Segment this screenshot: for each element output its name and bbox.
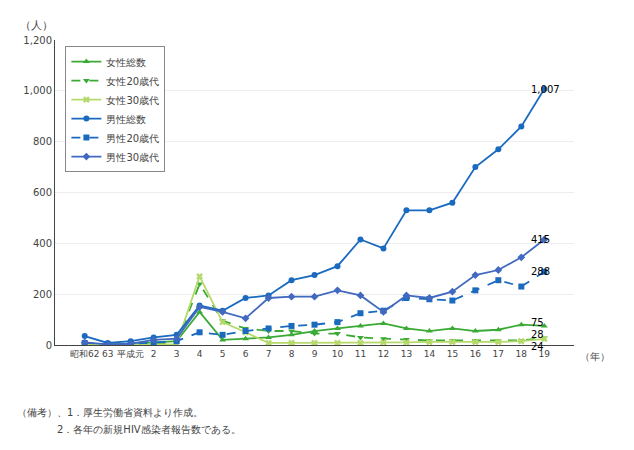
svg-text:1,000: 1,000 <box>23 85 52 96</box>
svg-text:800: 800 <box>33 136 52 147</box>
svg-text:6: 6 <box>243 349 249 359</box>
svg-text:女性20歳代: 女性20歳代 <box>106 76 159 87</box>
svg-text:昭和62: 昭和62 <box>70 349 99 359</box>
svg-text:63: 63 <box>102 349 113 359</box>
svg-text:（年）: （年） <box>580 351 610 362</box>
svg-text:17: 17 <box>493 349 504 359</box>
svg-text:2: 2 <box>151 349 157 359</box>
svg-text:男性20歳代: 男性20歳代 <box>106 133 159 144</box>
svg-text:1,007: 1,007 <box>531 84 560 95</box>
svg-text:415: 415 <box>531 234 550 245</box>
svg-text:24: 24 <box>531 341 544 352</box>
svg-text:7: 7 <box>266 349 272 359</box>
svg-text:18: 18 <box>516 349 528 359</box>
svg-text:11: 11 <box>355 349 366 359</box>
svg-text:13: 13 <box>401 349 412 359</box>
svg-text:3: 3 <box>174 349 180 359</box>
svg-text:600: 600 <box>33 187 52 198</box>
svg-text:14: 14 <box>424 349 436 359</box>
svg-text:（人）: （人） <box>20 19 53 32</box>
svg-text:19: 19 <box>539 349 551 359</box>
svg-text:10: 10 <box>332 349 344 359</box>
svg-text:8: 8 <box>289 349 295 359</box>
svg-text:0: 0 <box>46 340 52 351</box>
svg-text:1,200: 1,200 <box>23 35 52 46</box>
svg-text:平成元: 平成元 <box>117 349 144 359</box>
svg-text:12: 12 <box>378 349 389 359</box>
svg-text:男性総数: 男性総数 <box>106 114 146 125</box>
svg-text:16: 16 <box>470 349 482 359</box>
svg-text:400: 400 <box>33 238 52 249</box>
svg-text:4: 4 <box>197 349 203 359</box>
svg-text:女性30歳代: 女性30歳代 <box>106 95 159 106</box>
svg-text:288: 288 <box>531 266 550 277</box>
svg-text:女性総数: 女性総数 <box>106 57 146 68</box>
svg-text:15: 15 <box>447 349 458 359</box>
svg-text:28: 28 <box>531 329 544 340</box>
svg-text:2．各年の新規HIV感染者報告数である。: 2．各年の新規HIV感染者報告数である。 <box>17 424 241 435</box>
svg-text:男性30歳代: 男性30歳代 <box>106 152 159 163</box>
svg-text:5: 5 <box>220 349 226 359</box>
svg-text:（備考）、1．厚生労働省資料より作成。: （備考）、1．厚生労働省資料より作成。 <box>17 407 203 418</box>
svg-text:75: 75 <box>531 317 544 328</box>
svg-text:9: 9 <box>312 349 318 359</box>
svg-text:200: 200 <box>33 289 52 300</box>
